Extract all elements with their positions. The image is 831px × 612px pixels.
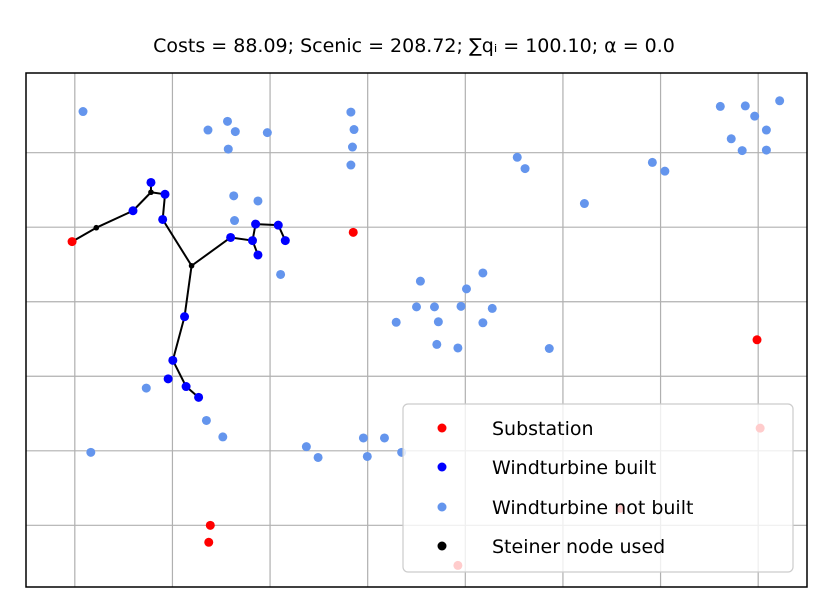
legend-marker-substation xyxy=(437,423,447,433)
edge-0 xyxy=(71,226,97,243)
windturbine-not-built-point-11 xyxy=(253,196,263,206)
windturbine-built-point-8 xyxy=(280,236,290,246)
windturbine-not-built-point-33 xyxy=(461,284,471,294)
windturbine-built-point-2 xyxy=(160,189,170,199)
edge-1 xyxy=(95,209,134,229)
windturbine-not-built-point-45 xyxy=(313,452,323,462)
windturbine-not-built-point-42 xyxy=(218,432,228,442)
edge-7 xyxy=(190,236,232,267)
windturbine-not-built-point-2 xyxy=(222,116,232,126)
substation-point-5 xyxy=(204,537,214,547)
legend-label-steiner-node-used: Steiner node used xyxy=(492,536,665,558)
legend: Substation Windturbine built Windturbine… xyxy=(402,403,794,573)
windturbine-not-built-point-34 xyxy=(478,268,488,278)
steiner-node-used-point-0 xyxy=(93,224,100,231)
substation-point-2 xyxy=(752,335,762,345)
windturbine-built-point-0 xyxy=(128,206,138,216)
windturbine-not-built-point-39 xyxy=(544,344,554,354)
legend-frame xyxy=(402,403,794,573)
windturbine-built-point-6 xyxy=(247,236,257,246)
windturbine-built-point-9 xyxy=(253,250,263,260)
windturbine-built-point-1 xyxy=(146,177,156,187)
windturbine-not-built-point-19 xyxy=(715,101,725,111)
legend-marker-steiner-node-used xyxy=(437,541,447,551)
substation-point-0 xyxy=(67,237,77,247)
windturbine-not-built-point-6 xyxy=(346,107,356,117)
windturbine-not-built-point-26 xyxy=(761,145,771,155)
windturbine-not-built-point-16 xyxy=(579,199,589,209)
windturbine-built-point-3 xyxy=(158,214,168,224)
substation-point-1 xyxy=(348,227,358,237)
edge-15 xyxy=(171,359,187,387)
windturbine-not-built-point-10 xyxy=(229,191,239,201)
windturbine-not-built-point-32 xyxy=(456,301,466,311)
windturbine-not-built-point-48 xyxy=(379,433,389,443)
windturbine-not-built-point-14 xyxy=(512,152,522,162)
windturbine-not-built-point-3 xyxy=(223,144,233,154)
windturbine-not-built-point-5 xyxy=(262,128,272,138)
legend-item-substation: Substation xyxy=(437,418,594,440)
legend-label-windturbine-built: Windturbine built xyxy=(492,457,656,479)
windturbine-not-built-point-28 xyxy=(412,302,421,312)
windturbine-not-built-point-40 xyxy=(141,383,151,393)
windturbine-not-built-point-20 xyxy=(740,101,750,111)
windturbine-not-built-point-8 xyxy=(347,142,357,152)
edge-13 xyxy=(183,265,193,317)
windturbine-not-built-point-23 xyxy=(761,125,771,135)
legend-item-steiner-node-used: Steiner node used xyxy=(437,536,665,558)
windturbine-not-built-point-43 xyxy=(86,447,96,457)
windturbine-not-built-point-13 xyxy=(276,269,286,279)
windturbine-built-point-12 xyxy=(163,374,173,384)
windturbine-not-built-point-12 xyxy=(230,216,240,226)
windturbine-not-built-point-31 xyxy=(433,317,443,327)
windturbine-built-point-5 xyxy=(251,219,261,229)
windturbine-not-built-point-41 xyxy=(201,415,211,425)
legend-marker-windturbine-built xyxy=(437,462,447,472)
windturbine-not-built-point-0 xyxy=(78,107,88,117)
windturbine-not-built-point-30 xyxy=(429,302,439,312)
windturbine-built-point-11 xyxy=(168,355,178,365)
windturbine-not-built-point-47 xyxy=(362,451,372,461)
windturbine-not-built-point-4 xyxy=(230,127,240,137)
windturbine-built-point-13 xyxy=(181,382,191,392)
windturbine-not-built-point-21 xyxy=(775,96,785,106)
steiner-node-used-point-1 xyxy=(148,189,154,196)
legend-item-windturbine-built: Windturbine built xyxy=(437,457,656,479)
windturbine-not-built-point-15 xyxy=(520,164,530,174)
windturbine-not-built-point-38 xyxy=(453,343,463,353)
substation-point-4 xyxy=(205,520,215,530)
legend-label-windturbine-not-built: Windturbine not built xyxy=(492,497,693,519)
edge-6 xyxy=(161,218,193,267)
windturbine-not-built-point-36 xyxy=(478,318,488,328)
windturbine-not-built-point-35 xyxy=(487,303,497,313)
windturbine-not-built-point-37 xyxy=(432,339,442,349)
windturbine-not-built-point-17 xyxy=(647,157,657,167)
windturbine-built-point-7 xyxy=(273,220,283,230)
windturbine-not-built-point-9 xyxy=(346,160,356,170)
windturbine-not-built-point-1 xyxy=(203,125,213,135)
axes-frame xyxy=(25,72,808,588)
windturbine-not-built-point-22 xyxy=(750,111,760,121)
windturbine-not-built-point-24 xyxy=(726,134,736,144)
windturbine-not-built-point-29 xyxy=(391,317,401,327)
windturbine-not-built-point-27 xyxy=(415,276,425,286)
windturbine-not-built-point-25 xyxy=(737,146,747,156)
windturbine-built-point-10 xyxy=(180,312,190,322)
chart-title: Costs = 88.09; Scenic = 208.72; ∑qᵢ = 10… xyxy=(153,35,675,57)
windturbine-not-built-point-7 xyxy=(349,125,359,135)
windturbine-built-point-4 xyxy=(226,232,236,242)
steiner-node-used-point-2 xyxy=(188,262,195,269)
edge-14 xyxy=(171,316,186,361)
legend-label-substation: Substation xyxy=(492,418,594,440)
windturbine-not-built-point-18 xyxy=(660,166,670,176)
legend-marker-windturbine-not-built xyxy=(437,502,447,512)
legend-item-windturbine-not-built: Windturbine not built xyxy=(437,497,693,519)
windturbine-not-built-point-46 xyxy=(358,433,368,443)
windturbine-not-built-point-44 xyxy=(301,442,311,452)
windturbine-built-point-14 xyxy=(194,392,204,402)
